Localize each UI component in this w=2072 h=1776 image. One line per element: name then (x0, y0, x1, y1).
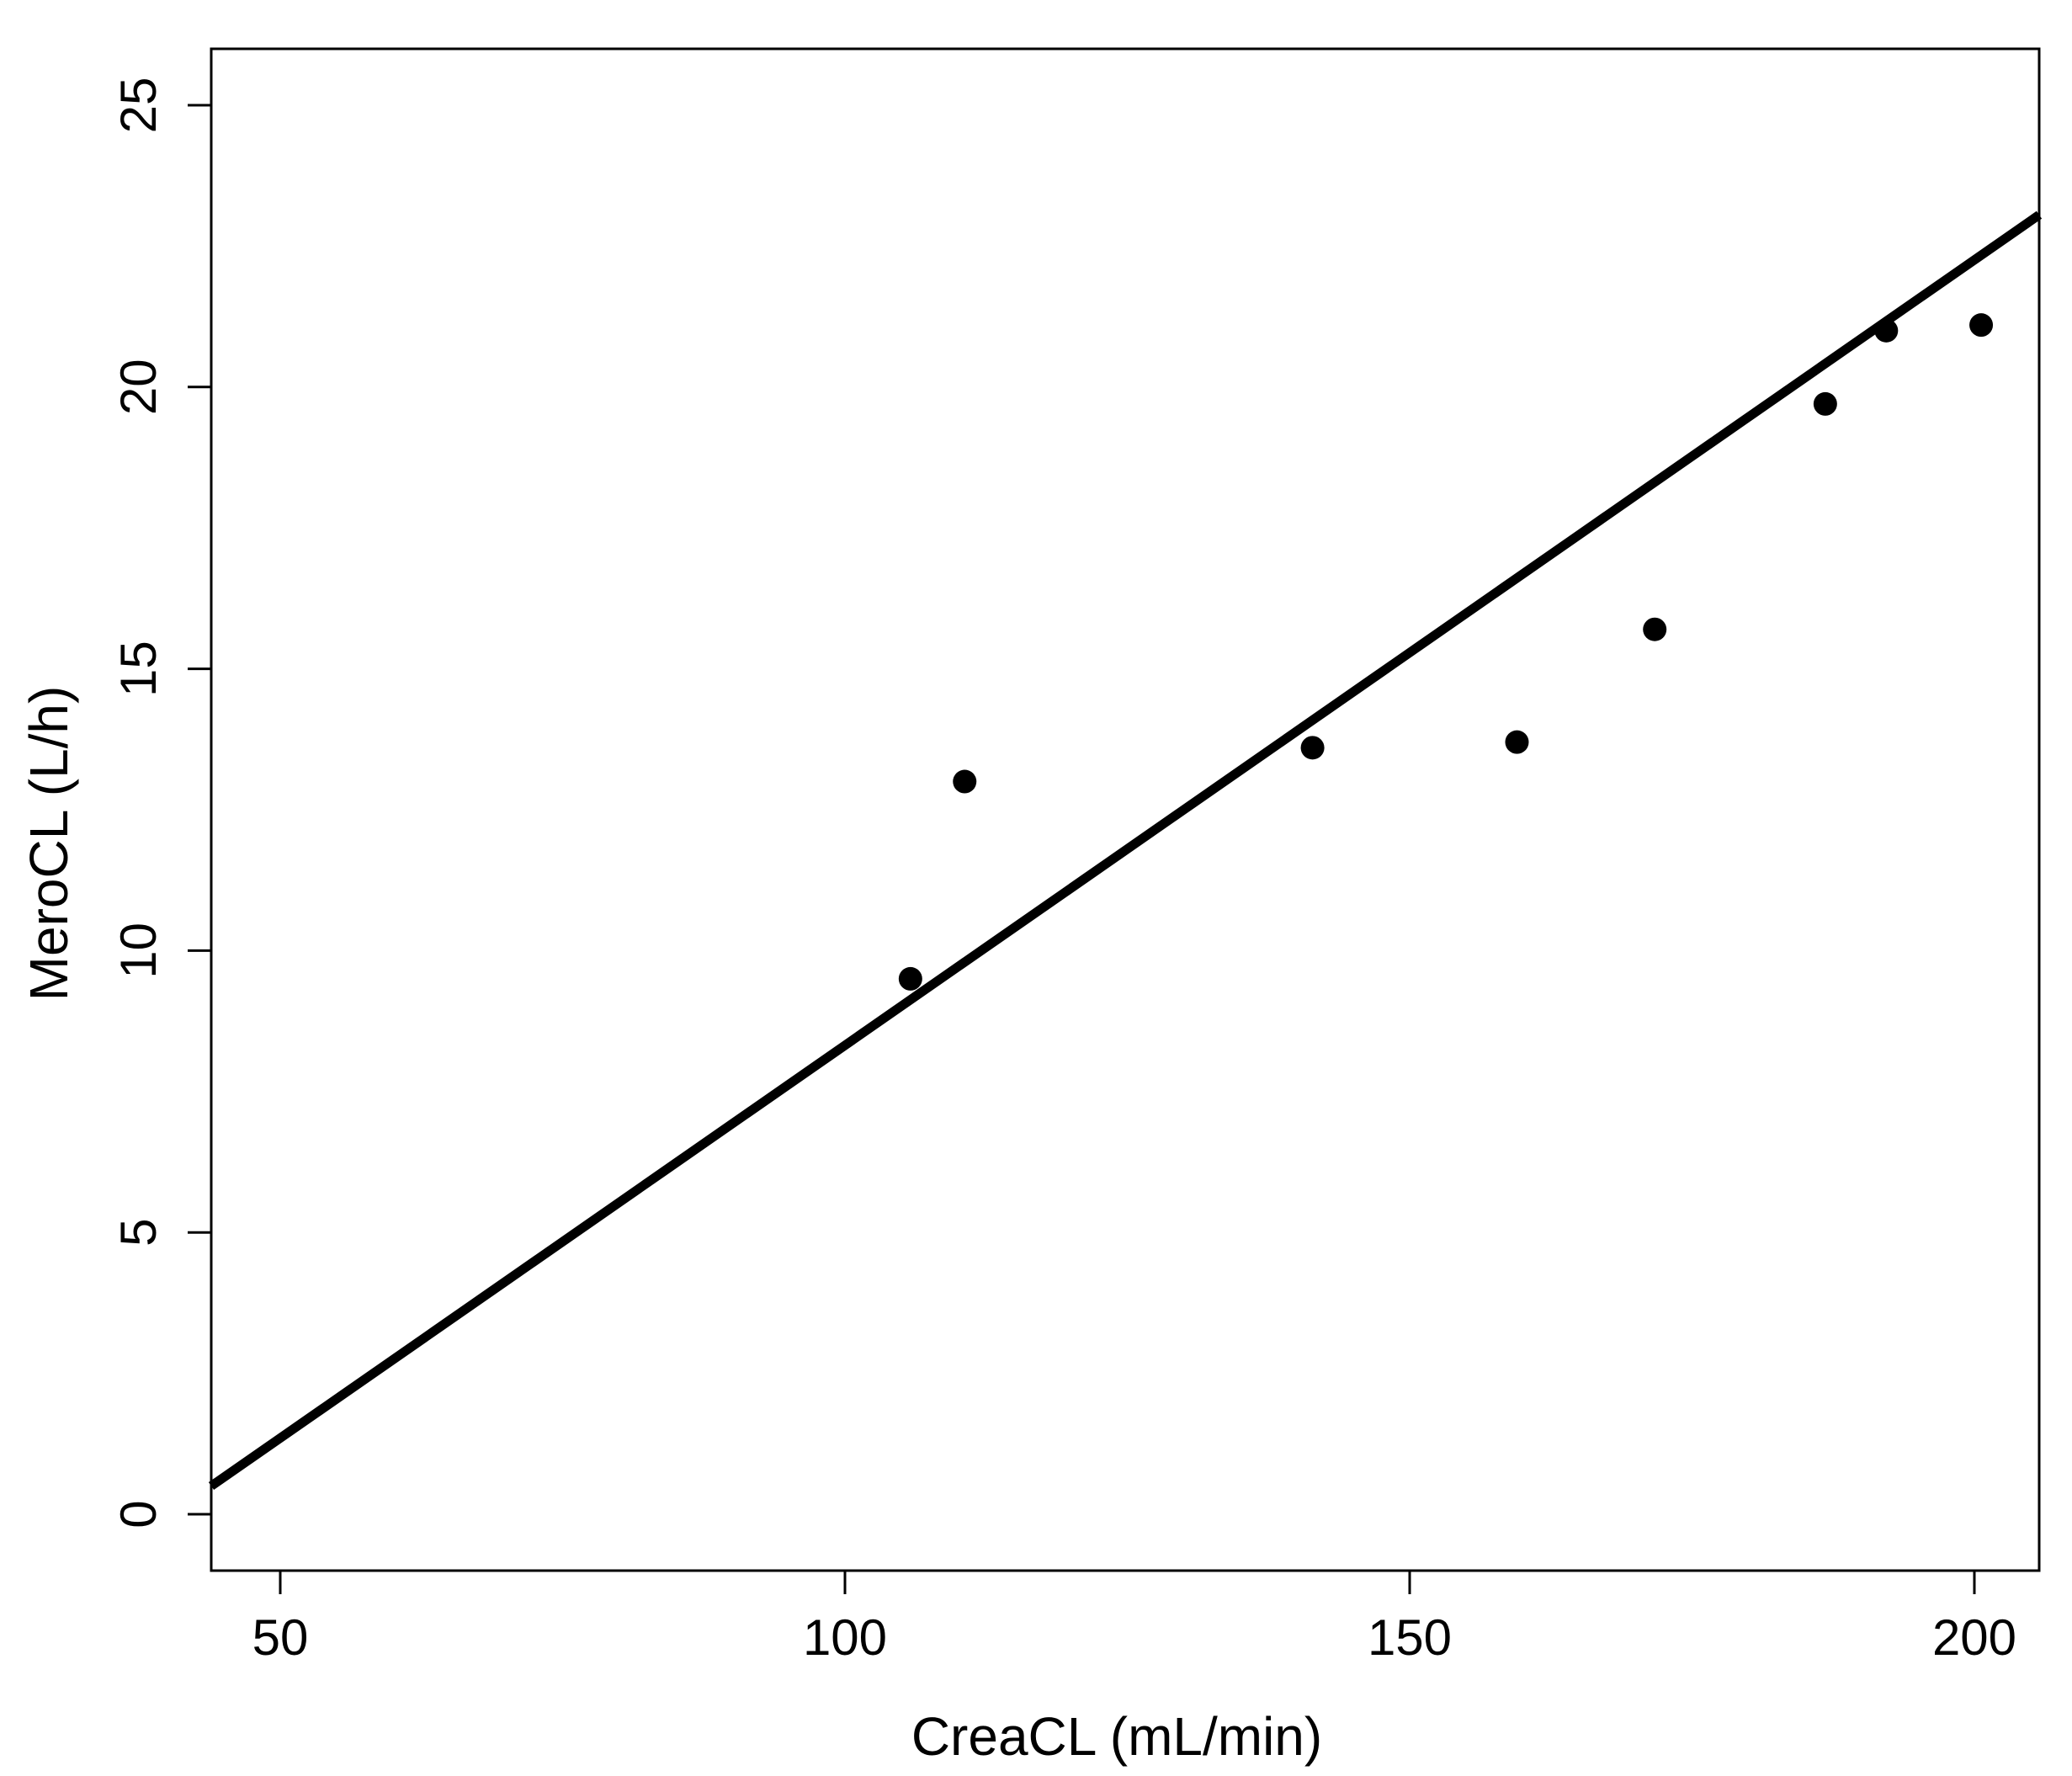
x-tick-label: 100 (803, 1609, 887, 1666)
data-point (1969, 313, 1994, 338)
y-tick-label: 5 (110, 1219, 167, 1247)
fit-line (208, 210, 2043, 1491)
y-axis: 0 5 10 15 20 25 (110, 77, 211, 1529)
plot-frame (210, 47, 2041, 1572)
y-tick-label: 0 (110, 1500, 167, 1528)
data-point (1874, 318, 1899, 343)
data-point (898, 966, 922, 991)
y-tick-label: 25 (110, 77, 167, 134)
data-point (953, 769, 977, 794)
x-axis: 50 100 150 200 (252, 1571, 2016, 1666)
y-tick-label: 20 (110, 359, 167, 415)
x-tick-label: 150 (1368, 1609, 1452, 1666)
y-tick-label: 15 (110, 641, 167, 697)
data-point (1643, 617, 1667, 641)
x-tick-label: 50 (252, 1609, 309, 1666)
data-points (898, 313, 1994, 991)
data-point (1300, 736, 1325, 760)
regression-line (208, 210, 2043, 1491)
x-tick-label: 200 (1932, 1609, 2016, 1666)
x-axis-title: CreaCL (mL/min) (911, 1706, 1322, 1767)
data-point (1505, 730, 1529, 754)
y-axis-title: MeroCL (L/h) (19, 686, 79, 1002)
y-tick-label: 10 (110, 923, 167, 979)
data-point (1813, 391, 1837, 416)
